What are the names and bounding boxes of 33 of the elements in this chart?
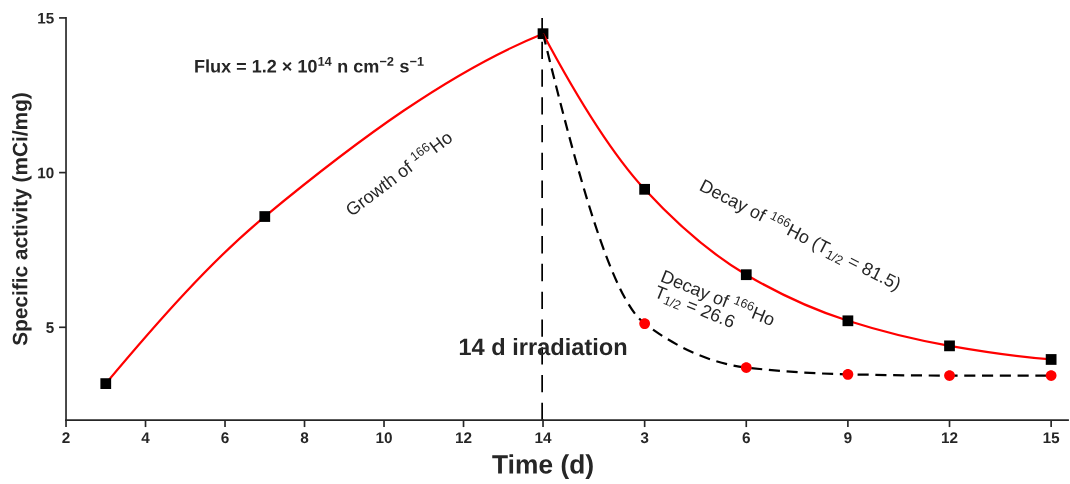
point [100,378,112,389]
x-tick-label: 14 [535,432,552,443]
x-tick-label: 3 [640,432,649,444]
x-tick-label: 15 [1043,432,1060,444]
point [944,370,955,381]
point [842,368,854,380]
x-tick-label: 6 [742,432,750,444]
annotation: Flux = 1.2 × 10$^{14}$ n cm$^{−2}$ s$^{−1}$ [195,56,424,73]
y-tick-label: 10 [38,167,54,179]
x-tick-label: 10 [376,432,392,444]
ref-line-label: 14 d irradiation [459,337,627,356]
point [740,362,752,373]
point [740,269,752,281]
point [259,211,271,222]
x-tick-label: 4 [141,432,150,443]
text: Decay of $^{166}$Ho T$_{1/2}$ = 26.6 [653,270,775,329]
point [639,318,651,329]
x-tick-label: 12 [455,432,472,443]
x-tick-label: 9 [844,432,852,444]
y-tick-label: 15 [38,12,54,24]
y-tick-label: 5 [46,322,54,333]
x-tick-label: 2 [62,432,70,443]
point [944,340,955,352]
point [639,183,651,195]
y-axis-title: Specific activity (mCi/mg) [12,93,32,346]
x-tick-label: 12 [941,432,958,443]
x-axis-title: Time (d) [492,454,593,479]
point [842,315,854,327]
point [1045,354,1057,365]
point [1045,370,1057,381]
x-tick-label: 6 [221,432,229,444]
x-tick-label: 8 [300,432,309,444]
annotation: Growth of $^{166}$Ho [342,128,454,217]
